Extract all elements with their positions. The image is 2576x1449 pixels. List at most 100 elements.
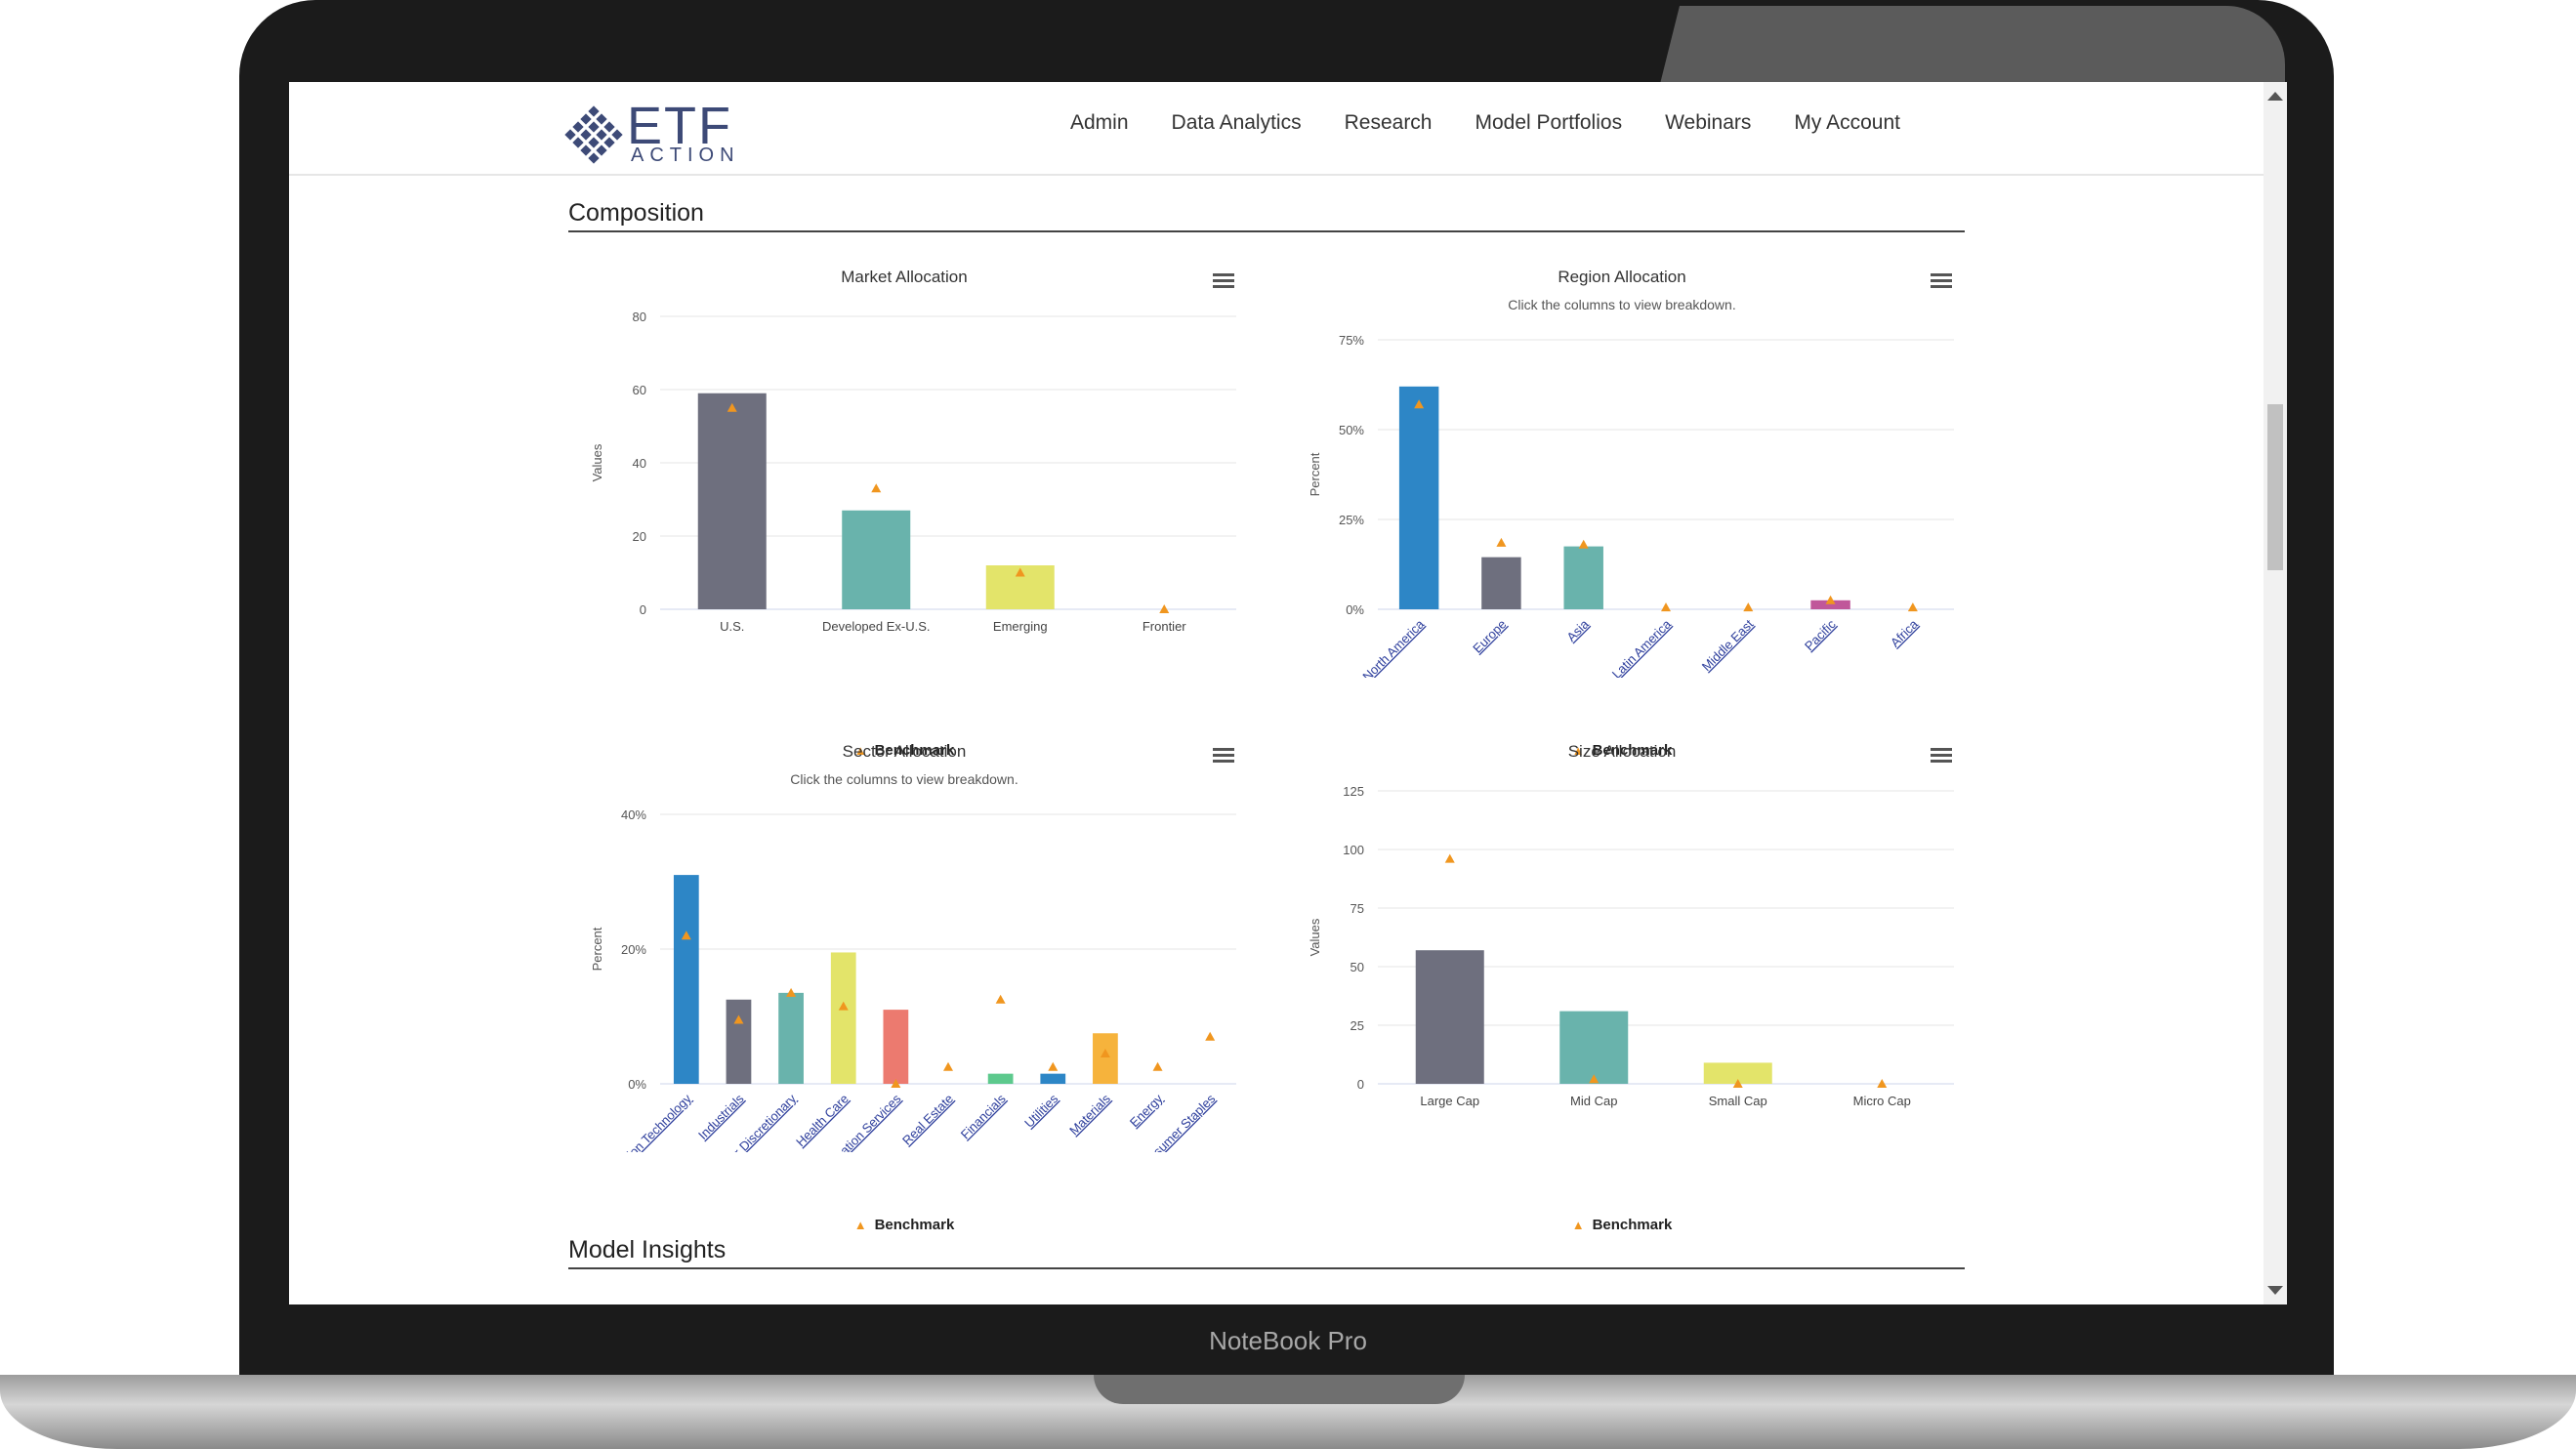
y-tick-label: 20% (621, 942, 646, 957)
x-tick-label: Industrials (695, 1091, 747, 1142)
benchmark-marker (1825, 595, 1836, 604)
bar (726, 999, 752, 1084)
x-tick-label: U.S. (720, 619, 744, 634)
y-tick-label: 0 (640, 602, 646, 617)
y-tick-label: 0 (1357, 1077, 1364, 1092)
y-axis-label: Values (590, 443, 604, 481)
nav-model-portfolios[interactable]: Model Portfolios (1475, 111, 1623, 134)
benchmark-marker (1100, 1048, 1110, 1057)
chart-legend[interactable]: ▲ Benchmark (1290, 1217, 1954, 1233)
chart-subtitle: Click the columns to view breakdown. (1508, 297, 1736, 312)
benchmark-marker (871, 483, 882, 493)
bar (1703, 1062, 1772, 1084)
scrollbar-thumb[interactable] (2267, 404, 2283, 570)
benchmark-marker (1907, 602, 1918, 612)
logo-sub-text: ACTION (631, 145, 740, 166)
x-tick-label: North America (1359, 616, 1427, 678)
benchmark-marker (1159, 604, 1170, 613)
chart-menu-icon[interactable] (1213, 273, 1234, 291)
x-tick-label: Mid Cap (1570, 1094, 1617, 1108)
chart-legend[interactable]: ▲ Benchmark (1290, 742, 1954, 759)
benchmark-marker (943, 1061, 953, 1071)
x-tick-label: Asia (1563, 616, 1592, 644)
x-tick-label: Materials (1066, 1091, 1113, 1138)
legend-label: Benchmark (874, 1217, 955, 1233)
chart-subtitle: Click the columns to view breakdown. (790, 771, 1018, 787)
chart-legend[interactable]: ▲ Benchmark (572, 1217, 1236, 1233)
x-tick-label: Financials (958, 1091, 1009, 1141)
bar (842, 510, 911, 609)
benchmark-marker (1496, 537, 1507, 547)
scroll-down-arrow-icon[interactable] (2267, 1286, 2283, 1295)
x-tick-label: Pacific (1802, 616, 1839, 653)
y-tick-label: 100 (1343, 843, 1364, 857)
nav-research[interactable]: Research (1344, 111, 1433, 134)
region-allocation-chart: Region Allocation Click the columns to v… (1290, 268, 1954, 775)
benchmark-marker (1015, 567, 1025, 577)
benchmark-marker (838, 1001, 849, 1011)
chart-title: Sector Allocation (842, 742, 967, 761)
bar (673, 875, 699, 1084)
y-axis-label: Percent (590, 927, 604, 971)
region-plot: 0% 25% 50% 75% Percent North America Europe Asi… (1308, 333, 1954, 678)
y-axis-label: Percent (1308, 452, 1322, 496)
y-tick-label: 40% (621, 807, 646, 822)
etf-action-logo[interactable]: ETF ACTION (564, 97, 760, 166)
chart-menu-icon[interactable] (1931, 273, 1952, 291)
benchmark-marker (1152, 1061, 1163, 1071)
main-nav: Admin Data Analytics Research Model Port… (1070, 111, 1943, 135)
chart-legend[interactable]: ▲ Benchmark (572, 742, 1236, 759)
benchmark-marker (786, 987, 797, 997)
y-tick-label: 25% (1339, 513, 1364, 527)
bar (1810, 600, 1850, 609)
x-tick-label: Large Cap (1420, 1094, 1479, 1108)
scroll-up-arrow-icon[interactable] (2267, 92, 2283, 101)
y-tick-label: 50 (1350, 960, 1364, 974)
benchmark-marker (733, 1014, 744, 1024)
x-tick-label: Frontier (1143, 619, 1186, 634)
benchmark-marker-icon: ▲ (853, 1218, 867, 1232)
section-divider (568, 230, 1965, 232)
x-tick-label: Developed Ex-U.S. (822, 619, 931, 634)
bar (1481, 557, 1521, 609)
x-tick-label: Micro Cap (1853, 1094, 1911, 1108)
legend-label: Benchmark (1592, 1217, 1673, 1233)
bar (830, 952, 856, 1084)
x-tick-label: Africa (1888, 616, 1922, 650)
nav-webinars[interactable]: Webinars (1665, 111, 1752, 134)
benchmark-marker (1743, 602, 1754, 612)
bar (778, 992, 804, 1084)
chart-menu-icon[interactable] (1931, 748, 1952, 766)
x-tick-label: Middle East (1699, 616, 1757, 674)
benchmark-marker-icon: ▲ (853, 743, 867, 758)
device-brand: NoteBook Pro (1209, 1326, 1367, 1355)
logo-main-text: ETF (627, 97, 732, 155)
y-tick-label: 0% (1346, 602, 1364, 617)
chart-menu-icon[interactable] (1213, 748, 1234, 766)
benchmark-marker (727, 402, 737, 412)
bar (1398, 386, 1439, 609)
x-tick-label: Information Technology (591, 1091, 694, 1152)
page-scrollbar[interactable] (2264, 82, 2287, 1304)
y-tick-label: 75% (1339, 333, 1364, 348)
benchmark-marker (1578, 539, 1589, 549)
size-plot: 0 25 50 75 100 125 Values Large Cap Mid Cap Small… (1308, 784, 1954, 1108)
nav-data-analytics[interactable]: Data Analytics (1171, 111, 1302, 134)
nav-my-account[interactable]: My Account (1794, 111, 1900, 134)
benchmark-marker-icon: ▲ (1571, 1218, 1585, 1232)
nav-admin[interactable]: Admin (1070, 111, 1129, 134)
chart-title: Market Allocation (841, 268, 968, 286)
benchmark-marker (1877, 1079, 1888, 1088)
benchmark-marker (1205, 1031, 1216, 1041)
benchmark-marker (1048, 1061, 1059, 1071)
benchmark-marker (1444, 853, 1455, 863)
y-axis-label: Values (1308, 918, 1322, 956)
bar (697, 393, 767, 609)
chart-title: Region Allocation (1558, 268, 1686, 286)
benchmark-marker (1589, 1074, 1600, 1084)
benchmark-marker (995, 994, 1006, 1004)
y-tick-label: 0% (628, 1077, 646, 1092)
y-tick-label: 25 (1350, 1018, 1364, 1033)
benchmark-marker (1732, 1079, 1743, 1088)
bar (987, 1073, 1014, 1084)
